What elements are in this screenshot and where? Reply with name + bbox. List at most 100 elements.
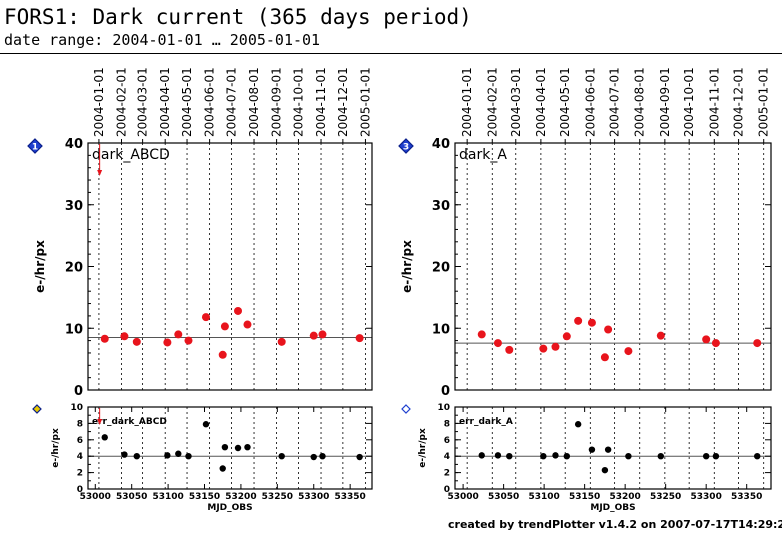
- data-point: [540, 453, 547, 460]
- data-point: [278, 453, 285, 460]
- date-range-subtitle: date range: 2004-01-01 … 2005-01-01: [4, 31, 321, 49]
- outlier-arrow-head: [97, 170, 103, 176]
- dataset-label: err_dark_A: [459, 417, 513, 427]
- date-tick-label: 2004-01-01: [92, 67, 106, 137]
- date-tick-label: 2004-01-01: [460, 67, 474, 137]
- data-point: [100, 334, 109, 343]
- dataset-label: err_dark_ABCD: [92, 417, 167, 427]
- y-axis-label: e-/hr/px: [51, 428, 61, 468]
- x-tick-label: 53150: [189, 492, 220, 502]
- data-point: [754, 453, 761, 460]
- x-tick-label: 53000: [447, 492, 478, 502]
- data-point: [220, 322, 229, 331]
- data-point: [101, 434, 108, 441]
- data-point: [201, 313, 210, 322]
- data-point: [604, 325, 613, 334]
- data-point: [562, 332, 571, 341]
- data-point: [494, 452, 502, 459]
- date-tick-label: 2004-09-01: [658, 67, 672, 137]
- data-point: [133, 453, 140, 460]
- plot-panel-3: 0 2 4 6 8 10 e-/hr/px err_dark_ABCD 53000 53050 53…: [51, 403, 373, 513]
- date-tick-label: 2005-01-01: [757, 67, 771, 137]
- data-point: [202, 421, 210, 428]
- date-tick-label: 2004-05-01: [558, 67, 572, 137]
- data-point: [574, 421, 582, 428]
- data-point: [588, 446, 596, 453]
- x-tick-label: 53350: [334, 492, 365, 502]
- date-tick-label: 2004-03-01: [509, 67, 523, 137]
- x-tick-label: 53050: [488, 492, 519, 502]
- data-point: [539, 344, 548, 353]
- x-tick-label: 53100: [152, 492, 183, 502]
- outlier-arrow-head: [97, 419, 103, 425]
- y-tick-label: 0: [77, 485, 83, 495]
- x-tick-label: 53000: [80, 492, 111, 502]
- y-tick-label: 4: [444, 452, 450, 462]
- date-tick-label: 2004-02-01: [114, 67, 128, 137]
- data-point: [551, 342, 560, 351]
- data-point: [163, 338, 172, 347]
- y-tick-label: 8: [444, 419, 450, 429]
- date-tick-label: 2005-01-01: [358, 67, 372, 137]
- data-point: [600, 353, 609, 362]
- date-tick-label: 2004-10-01: [682, 67, 696, 137]
- data-point: [493, 339, 502, 348]
- data-point: [624, 347, 633, 356]
- x-tick-label: 53350: [731, 492, 762, 502]
- x-axis-label: MJD_OBS: [590, 503, 635, 513]
- y-tick-label: 30: [432, 199, 450, 214]
- y-tick-label: 40: [432, 137, 450, 152]
- x-tick-label: 53150: [569, 492, 600, 502]
- data-point: [356, 453, 363, 461]
- page-title: FORS1: Dark current (365 days period): [4, 5, 472, 29]
- y-axis-label: e-/hr/px: [418, 428, 428, 468]
- data-point: [574, 316, 583, 325]
- date-tick-label: 2004-03-01: [136, 67, 150, 137]
- y-axis-label: e-/hr/px: [33, 240, 47, 293]
- x-tick-label: 53200: [225, 492, 256, 502]
- data-point: [711, 339, 720, 348]
- y-tick-label: 0: [441, 384, 450, 399]
- data-point: [234, 306, 243, 315]
- data-point: [477, 330, 486, 339]
- x-tick-label: 53250: [262, 492, 293, 502]
- panel-marker-1-icon: [27, 138, 43, 154]
- date-tick-label: 2004-07-01: [608, 67, 622, 137]
- data-point: [478, 452, 485, 459]
- x-tick-label: 53050: [116, 492, 147, 502]
- y-tick-label: 2: [77, 469, 83, 479]
- date-tick-label: 2004-02-01: [485, 67, 499, 137]
- data-point: [702, 453, 710, 460]
- y-tick-label: 8: [77, 419, 83, 429]
- y-tick-label: 10: [70, 403, 83, 413]
- plot-panel-1: 0 10 20 30 40 e-/hr/px dark_ABCD 2004-01-01 2004…: [33, 67, 373, 399]
- data-point: [604, 446, 612, 453]
- panel-marker-outline-icon: [401, 404, 411, 414]
- date-tick-label: 2004-08-01: [633, 67, 647, 137]
- x-tick-label: 53300: [691, 492, 722, 502]
- data-point: [121, 451, 128, 458]
- date-tick-label: 2004-04-01: [534, 67, 548, 137]
- x-tick-label: 53200: [609, 492, 640, 502]
- date-tick-label: 2004-12-01: [732, 67, 746, 137]
- date-tick-label: 2004-08-01: [247, 67, 261, 137]
- data-point: [702, 335, 711, 344]
- date-tick-label: 2004-06-01: [203, 67, 217, 137]
- date-tick-label: 2004-07-01: [224, 67, 238, 137]
- data-point: [552, 452, 559, 459]
- y-tick-label: 6: [444, 436, 450, 446]
- date-tick-label: 2004-12-01: [336, 67, 350, 137]
- date-tick-label: 2004-11-01: [707, 67, 721, 137]
- data-point: [244, 443, 251, 451]
- date-tick-label: 2004-11-01: [314, 67, 328, 137]
- date-tick-label: 2004-05-01: [180, 67, 194, 137]
- dataset-label: dark_ABCD: [92, 147, 170, 163]
- y-tick-label: 10: [437, 403, 450, 413]
- data-point: [601, 466, 609, 474]
- data-point: [625, 453, 632, 460]
- x-tick-label: 53250: [650, 492, 681, 502]
- y-axis-label: e-/hr/px: [400, 240, 414, 293]
- data-point: [319, 453, 326, 460]
- plot-panel-2: 0 10 20 30 40 e-/hr/px dark_A 2004-01-01 2004-02…: [400, 67, 772, 399]
- data-point: [164, 452, 171, 459]
